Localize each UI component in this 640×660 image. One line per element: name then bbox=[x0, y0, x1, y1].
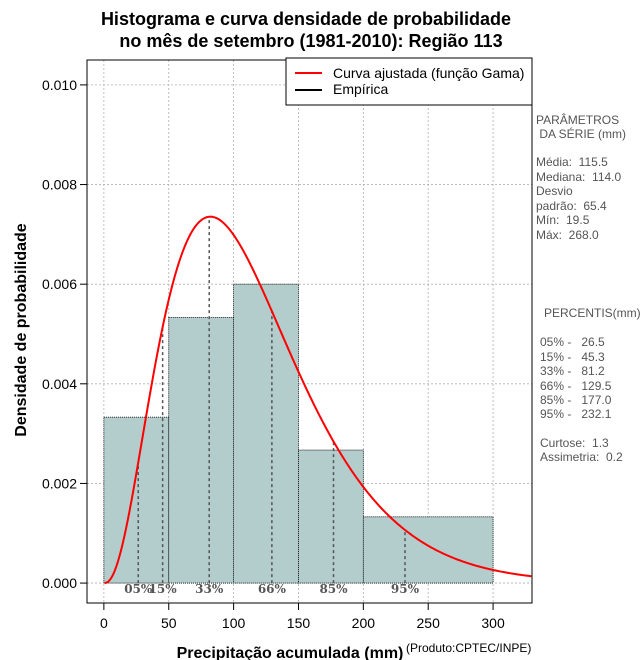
percentile-label: 15% bbox=[149, 582, 178, 596]
param-max: Máx: 268.0 bbox=[536, 228, 599, 242]
params-title-line-2: DA SÉRIE (mm) bbox=[536, 126, 626, 141]
percentile-label: 66% bbox=[258, 582, 287, 596]
y-tick-label: 0.006 bbox=[42, 276, 77, 292]
percentil-95: 95% - 232.1 bbox=[540, 407, 612, 421]
percentil-05: 05% - 26.5 bbox=[540, 335, 605, 349]
percentis-title: PERCENTIS(mm) bbox=[544, 306, 640, 320]
params-title-line-1: PARÂMETROS bbox=[536, 112, 619, 127]
histogram-bar bbox=[362, 516, 494, 584]
stat-kurtosis: Curtose: 1.3 bbox=[540, 436, 609, 450]
y-tick-label: 0.002 bbox=[42, 475, 77, 491]
y-tick-label: 0.004 bbox=[42, 376, 77, 392]
legend: Curva ajustada (função Gama) Empírica bbox=[285, 57, 533, 106]
x-axis: 0 50 100 150 200 250 300 bbox=[100, 602, 505, 631]
y-axis-label: Densidade de probabilidade bbox=[13, 223, 30, 436]
y-tick-label: 0.000 bbox=[42, 575, 77, 591]
legend-label-curve: Curva ajustada (função Gama) bbox=[333, 65, 524, 81]
percentil-33: 33% - 81.2 bbox=[540, 364, 605, 378]
y-axis: 0.000 0.002 0.004 0.006 0.008 0.010 bbox=[42, 77, 87, 591]
y-tick-label: 0.010 bbox=[42, 77, 77, 93]
legend-box bbox=[285, 57, 533, 106]
percentile-label: 85% bbox=[319, 582, 348, 596]
stat-skewness: Assimetria: 0.2 bbox=[540, 450, 623, 464]
x-tick-label: 200 bbox=[352, 615, 376, 631]
param-std: padrão: 65.4 bbox=[536, 199, 607, 213]
percentiles-panel: PERCENTIS(mm) 05% - 26.5 15% - 45.3 33% … bbox=[540, 306, 640, 464]
percentile-label: 95% bbox=[391, 582, 420, 596]
param-mean: Média: 115.5 bbox=[536, 155, 608, 169]
param-std-label: Desvio bbox=[536, 184, 573, 198]
x-tick-label: 100 bbox=[222, 615, 246, 631]
histogram-bar bbox=[103, 416, 170, 584]
percentile-lines bbox=[137, 216, 406, 584]
percentil-66: 66% - 129.5 bbox=[540, 379, 612, 393]
x-tick-label: 250 bbox=[417, 615, 441, 631]
chart-title-line-1: Histograma e curva densidade de probabil… bbox=[101, 9, 511, 29]
percentile-label: 33% bbox=[195, 582, 224, 596]
series-parameters-panel: PARÂMETROS DA SÉRIE (mm) Média: 115.5 Me… bbox=[536, 112, 626, 242]
histogram-bar bbox=[233, 283, 299, 584]
percentile-label: 05% bbox=[124, 582, 153, 596]
histogram-bar bbox=[298, 449, 364, 584]
x-tick-label: 150 bbox=[287, 615, 311, 631]
percentile-labels: 05%15% 33% 66% 85% 95% bbox=[124, 582, 419, 596]
percentil-85: 85% - 177.0 bbox=[540, 393, 612, 407]
percentil-15: 15% - 45.3 bbox=[540, 350, 605, 364]
legend-label-empirical: Empírica bbox=[333, 81, 388, 97]
chart-title-line-2: no mês de setembro (1981-2010): Região 1… bbox=[119, 31, 502, 51]
y-tick-label: 0.008 bbox=[42, 177, 77, 193]
x-tick-label: 50 bbox=[161, 615, 177, 631]
gamma-curve bbox=[104, 215, 532, 585]
param-median: Mediana: 114.0 bbox=[536, 170, 621, 184]
x-axis-label: Precipitação acumulada (mm) bbox=[177, 645, 404, 660]
gamma-curve-group bbox=[104, 215, 532, 585]
param-min: Mín: 19.5 bbox=[536, 213, 590, 227]
histogram-bar bbox=[168, 317, 235, 584]
producer-credit: (Produto:CPTEC/INPE) bbox=[406, 641, 531, 655]
x-tick-label: 300 bbox=[481, 615, 505, 631]
x-tick-label: 0 bbox=[100, 615, 108, 631]
